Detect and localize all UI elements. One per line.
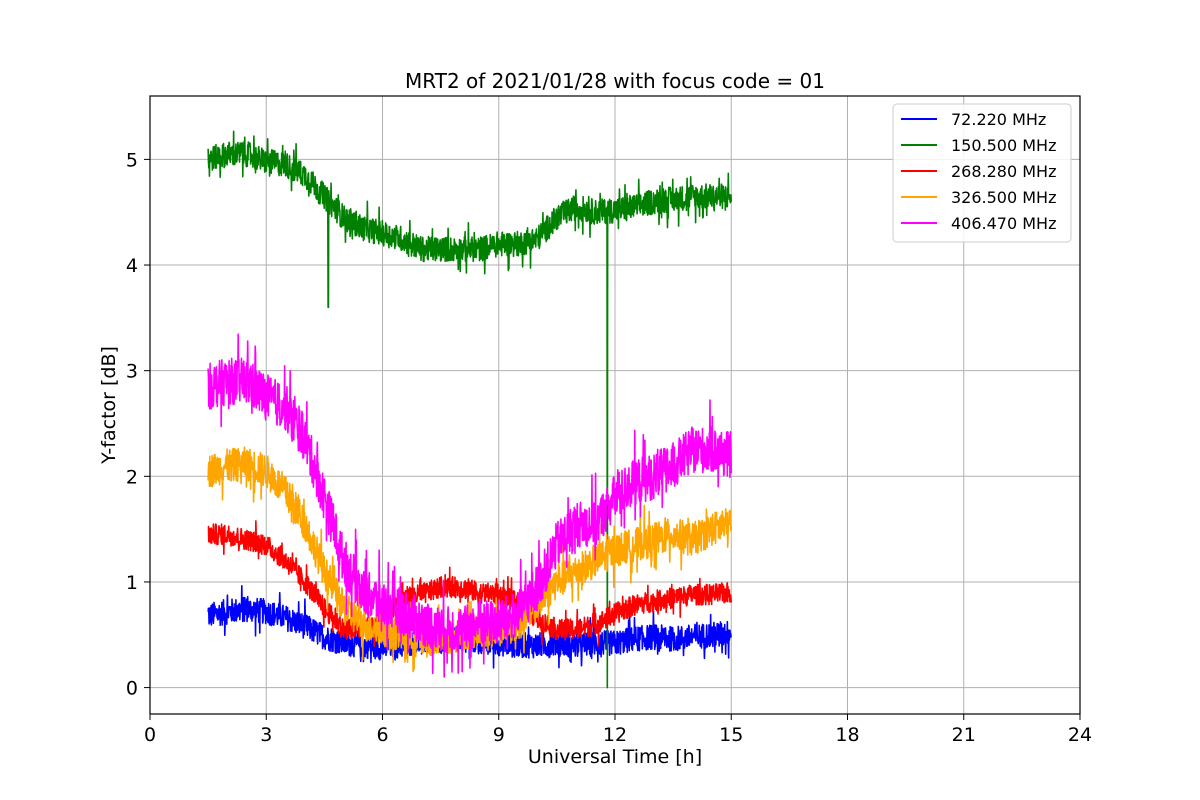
y-tick-label: 4 — [126, 255, 138, 277]
x-tick-label: 24 — [1068, 724, 1092, 746]
y-tick-label: 1 — [126, 572, 138, 594]
x-tick-label: 18 — [835, 724, 859, 746]
legend-box — [892, 103, 1072, 243]
legend-entry: 326.500 MHz — [951, 188, 1056, 207]
legend-entry: 268.280 MHz — [951, 162, 1056, 181]
x-tick-label: 6 — [376, 724, 388, 746]
series-layer — [207, 130, 733, 689]
y-tick-label: 0 — [126, 678, 138, 700]
x-tick-label: 3 — [260, 724, 272, 746]
y-axis-label: Y-factor [dB] — [98, 346, 120, 465]
legend: 72.220 MHz 150.500 MHz 268.280 MHz 326.500 … — [892, 103, 1072, 243]
x-tick-label: 21 — [952, 724, 976, 746]
chart-title: MRT2 of 2021/01/28 with focus code = 01 — [405, 69, 825, 93]
x-tick-label: 9 — [493, 724, 505, 746]
legend-entry: 72.220 MHz — [951, 110, 1046, 129]
series-line — [207, 130, 733, 689]
y-tick-label: 3 — [126, 361, 138, 383]
x-tick-label: 12 — [603, 724, 627, 746]
series-line — [207, 520, 733, 647]
x-tick-label: 15 — [719, 724, 743, 746]
x-tick-label: 0 — [144, 724, 156, 746]
legend-entry: 150.500 MHz — [951, 136, 1056, 155]
series-line — [207, 333, 733, 678]
y-tick-label: 5 — [126, 149, 138, 171]
legend-entry: 406.470 MHz — [951, 214, 1056, 233]
y-tick-label: 2 — [126, 466, 138, 488]
x-axis-label: Universal Time [h] — [528, 746, 702, 768]
